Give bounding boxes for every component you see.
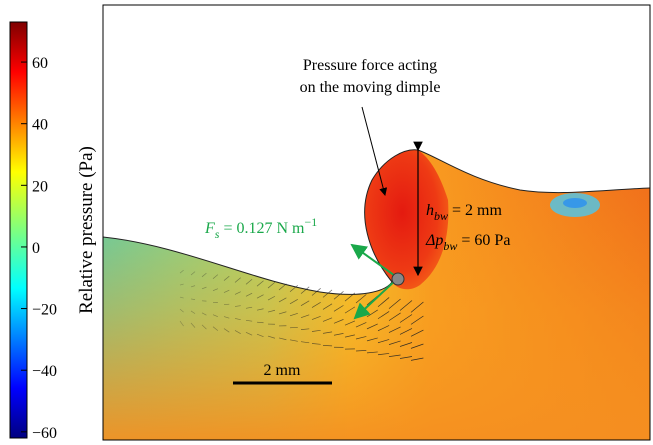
colorbar-tick-label: 40	[32, 117, 48, 134]
figure: 6040200−20−40−60 Relative pressure (Pa) …	[0, 0, 653, 445]
colorbar-tick-label: −40	[32, 363, 57, 380]
contact-point	[392, 273, 404, 285]
flow-arrow	[290, 327, 298, 328]
colorbar-tick-label: −60	[32, 425, 57, 442]
low-pressure-core	[563, 198, 587, 208]
field	[103, 150, 650, 440]
surface-tension-label: Fs = 0.127 N m−1	[204, 215, 317, 241]
colorbar-tick-label: 60	[32, 55, 48, 72]
colorbar-tick-label: −20	[32, 302, 57, 319]
note-line: on the moving dimple	[300, 79, 441, 96]
note-line: Pressure force acting	[303, 57, 437, 74]
colorbar-tick-label: 20	[32, 178, 48, 195]
scale-label: 2 mm	[264, 362, 301, 379]
colorbar-label: Relative pressure (Pa)	[76, 146, 97, 314]
colorbar-tick-label: 0	[32, 240, 40, 257]
colorbar	[10, 22, 27, 438]
